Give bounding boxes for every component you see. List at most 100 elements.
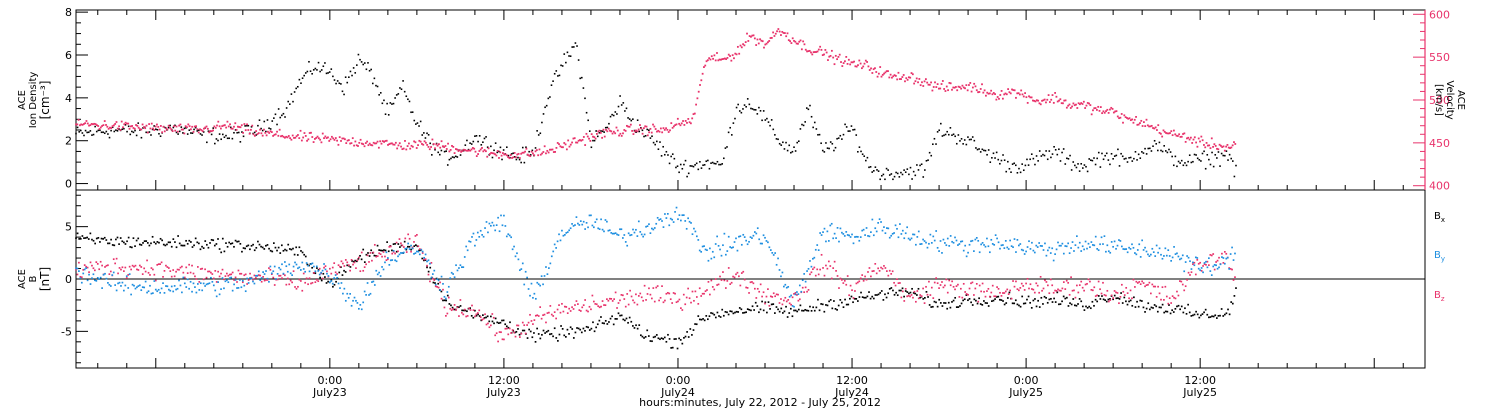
ion-density-point: [810, 115, 813, 118]
bz-point: [807, 289, 810, 291]
ion-density-point: [140, 136, 143, 139]
bx-point: [603, 322, 605, 325]
bx-point: [807, 309, 810, 312]
bz-point: [355, 267, 357, 269]
by-point: [358, 307, 360, 310]
by-point: [446, 291, 449, 293]
ion-density-point: [601, 130, 604, 133]
velocity-point: [508, 157, 511, 160]
bz-point: [308, 277, 311, 280]
velocity-point: [990, 89, 993, 92]
bx-point: [504, 323, 507, 326]
velocity-point: [95, 124, 98, 127]
by-point: [140, 289, 143, 292]
bz-point: [681, 309, 684, 311]
ion-density-point: [477, 140, 479, 143]
velocity-point: [375, 142, 378, 145]
ion-density-point: [364, 62, 366, 64]
ion-density-point: [199, 133, 202, 135]
bz-point: [176, 268, 179, 271]
velocity-point: [359, 138, 362, 141]
velocity-point: [842, 62, 845, 64]
velocity-point: [1081, 103, 1084, 105]
by-point: [169, 289, 172, 292]
bz-point: [1141, 280, 1143, 283]
velocity-point: [1000, 90, 1003, 92]
ion-density-point: [944, 133, 947, 136]
velocity-point: [363, 145, 366, 148]
by-point: [1028, 240, 1030, 243]
velocity-point: [620, 134, 623, 137]
bx-point: [970, 301, 972, 304]
bx-point: [777, 308, 779, 311]
velocity-point: [1034, 100, 1037, 103]
ion-density-point: [231, 137, 234, 140]
velocity-point: [960, 87, 963, 90]
velocity-point: [1140, 119, 1143, 122]
bz-point: [833, 260, 836, 263]
by-point: [910, 237, 913, 240]
velocity-point: [808, 49, 811, 52]
velocity-point: [1175, 134, 1178, 137]
bz-point: [459, 299, 462, 301]
velocity-point: [1179, 136, 1182, 138]
ion-density-point: [1091, 159, 1094, 162]
bz-point: [363, 266, 366, 268]
bz-point: [884, 267, 887, 269]
ion-density-point: [542, 113, 545, 115]
by-point: [472, 232, 475, 235]
ion-density-point: [1016, 172, 1019, 174]
by-point: [912, 233, 914, 236]
ion-density-point: [1021, 163, 1023, 165]
by-point: [1196, 257, 1199, 259]
by-point: [288, 263, 291, 266]
ion-density-point: [1099, 166, 1102, 168]
ion-density-point: [798, 140, 800, 143]
by-point: [273, 265, 276, 268]
bx-point: [1182, 311, 1185, 314]
bx-point: [1136, 300, 1138, 303]
bz-point: [823, 274, 826, 277]
bx-point: [829, 299, 832, 301]
bx-point: [137, 237, 140, 240]
bx-point: [304, 255, 307, 258]
bx-point: [142, 242, 144, 244]
by-point: [614, 232, 617, 234]
ion-density-point: [738, 110, 741, 112]
bz-point: [1007, 293, 1010, 295]
bx-point: [110, 238, 112, 241]
bz-point: [426, 264, 428, 267]
by-point: [343, 287, 346, 290]
velocity-point: [1008, 91, 1011, 94]
by-point: [198, 289, 201, 291]
bx-point: [675, 338, 677, 340]
bx-point: [710, 312, 712, 314]
velocity-point: [1187, 136, 1190, 139]
bz-point: [323, 266, 325, 269]
by-point: [877, 222, 879, 224]
velocity-point: [304, 135, 307, 137]
by-point: [445, 297, 447, 300]
bx-point: [1003, 303, 1006, 306]
bz-point: [1180, 280, 1183, 283]
ion-density-point: [928, 151, 931, 154]
by-point: [529, 294, 531, 297]
ion-density-point: [646, 128, 649, 131]
bz-point: [633, 301, 636, 304]
bz-point: [579, 310, 582, 312]
bz-point: [1090, 288, 1093, 291]
by-point: [665, 217, 668, 219]
by-point: [1173, 246, 1175, 248]
velocity-point: [315, 137, 318, 139]
bz-point: [157, 263, 160, 266]
by-point: [871, 218, 874, 221]
velocity-point: [393, 143, 396, 146]
by-point: [1045, 254, 1048, 257]
bz-point: [165, 264, 167, 267]
by-point: [508, 234, 511, 237]
by-point: [159, 291, 161, 294]
bz-point: [643, 284, 646, 287]
bz-point: [709, 293, 711, 296]
ion-density-point: [400, 88, 403, 91]
by-point: [630, 234, 633, 236]
